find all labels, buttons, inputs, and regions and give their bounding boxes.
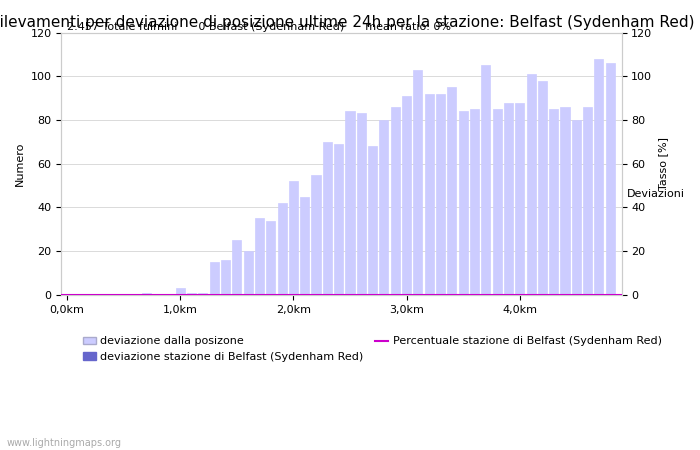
Bar bbox=[447, 87, 456, 295]
Bar bbox=[515, 103, 524, 295]
Bar bbox=[549, 109, 558, 295]
Bar bbox=[606, 63, 615, 295]
Text: 2.457 Totale fulmini      0 Belfast (Sydenham Red)      mean ratio: 0%: 2.457 Totale fulmini 0 Belfast (Sydenham… bbox=[67, 22, 451, 32]
Y-axis label: Numero: Numero bbox=[15, 142, 25, 186]
Bar bbox=[357, 113, 366, 295]
Bar bbox=[436, 94, 445, 295]
Bar bbox=[244, 251, 253, 295]
Text: Deviazioni: Deviazioni bbox=[627, 189, 685, 199]
Bar bbox=[402, 96, 411, 295]
Bar bbox=[289, 181, 298, 295]
Bar bbox=[458, 111, 468, 295]
Title: Rilevamenti per deviazione di posizione ultime 24h per la stazione: Belfast (Syd: Rilevamenti per deviazione di posizione … bbox=[0, 15, 694, 30]
Text: www.lightningmaps.org: www.lightningmaps.org bbox=[7, 438, 122, 448]
Bar bbox=[425, 94, 434, 295]
Bar bbox=[391, 107, 400, 295]
Bar bbox=[266, 220, 275, 295]
Bar bbox=[572, 120, 581, 295]
Bar bbox=[210, 262, 218, 295]
Bar bbox=[504, 103, 513, 295]
Bar bbox=[323, 142, 332, 295]
Bar bbox=[221, 260, 230, 295]
Bar bbox=[561, 107, 570, 295]
Bar bbox=[345, 111, 354, 295]
Bar bbox=[142, 293, 150, 295]
Bar bbox=[583, 107, 592, 295]
Bar bbox=[334, 144, 343, 295]
Bar bbox=[594, 59, 603, 295]
Bar bbox=[255, 218, 264, 295]
Bar bbox=[413, 70, 422, 295]
Bar bbox=[176, 288, 185, 295]
Bar bbox=[198, 293, 207, 295]
Legend: deviazione dalla posizone, deviazione stazione di Belfast (Sydenham Red), Percen: deviazione dalla posizone, deviazione st… bbox=[78, 332, 666, 366]
Bar bbox=[538, 81, 547, 295]
Bar bbox=[481, 65, 490, 295]
Bar bbox=[368, 146, 377, 295]
Bar bbox=[379, 120, 389, 295]
Bar bbox=[300, 197, 309, 295]
Bar bbox=[470, 109, 479, 295]
Bar bbox=[493, 109, 502, 295]
Y-axis label: Tasso [%]: Tasso [%] bbox=[658, 137, 668, 190]
Bar bbox=[278, 203, 286, 295]
Bar bbox=[526, 74, 536, 295]
Bar bbox=[232, 240, 241, 295]
Bar bbox=[312, 175, 321, 295]
Bar bbox=[187, 293, 196, 295]
